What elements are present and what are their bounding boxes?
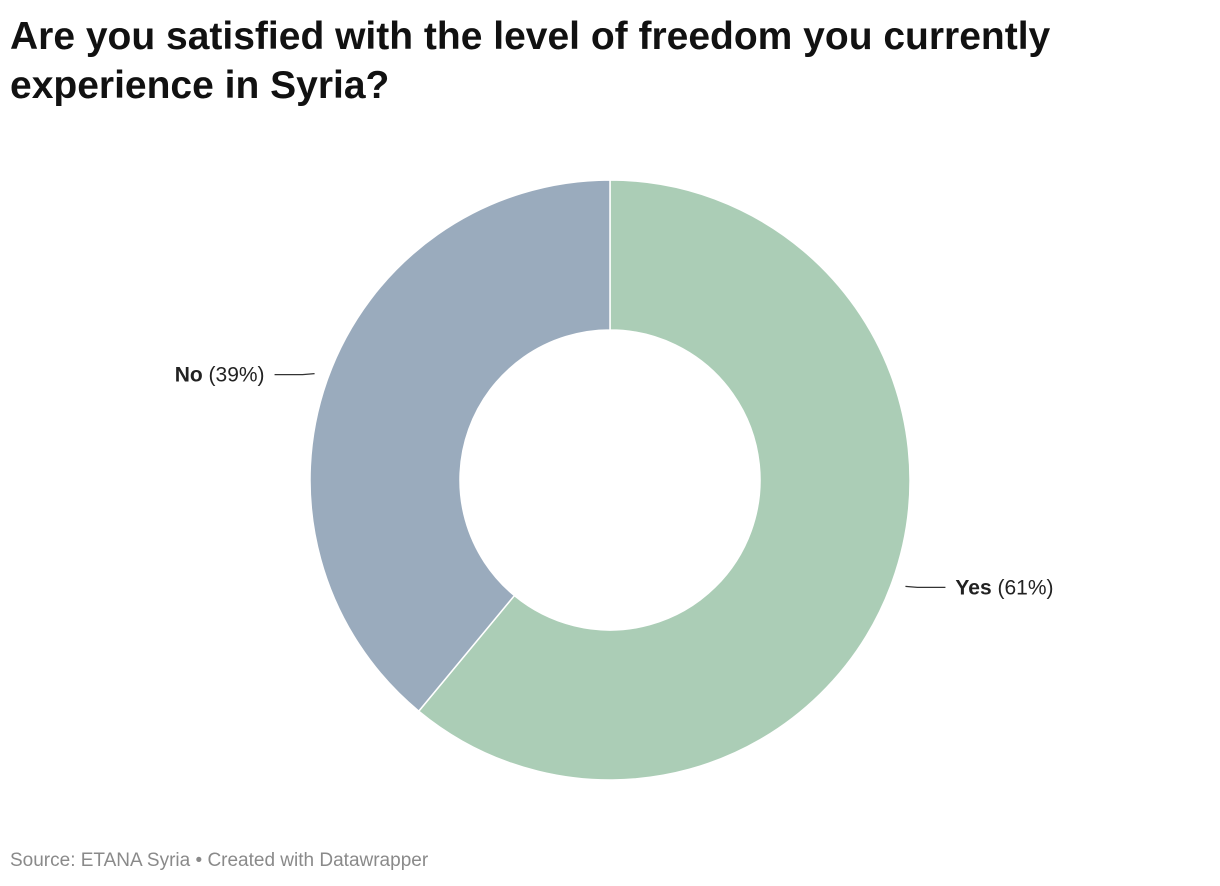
slice-label-value: (61%) (992, 576, 1054, 599)
leader-line-no (274, 372, 315, 376)
source-text: Source: ETANA Syria (10, 850, 191, 871)
slice-no (309, 179, 611, 713)
chart-footer: Source: ETANA Syria • Created with Dataw… (10, 850, 428, 872)
footer-separator: • (195, 850, 203, 871)
slice-label-name: No (175, 364, 203, 387)
chart-title: Are you satisfied with the level of free… (10, 15, 1051, 107)
slice-label-no: No (39%) (175, 364, 265, 387)
leader-line-yes (905, 585, 946, 589)
slice-label-name: Yes (955, 576, 991, 599)
labels-group: Yes (61%) No (39%) (175, 364, 1054, 600)
credit-text: Created with Datawrapper (207, 850, 429, 871)
slice-label-value: (39%) (203, 364, 265, 387)
slice-yes (417, 179, 911, 781)
slices-group (309, 179, 911, 781)
slice-label-yes: Yes (61%) (955, 576, 1053, 599)
